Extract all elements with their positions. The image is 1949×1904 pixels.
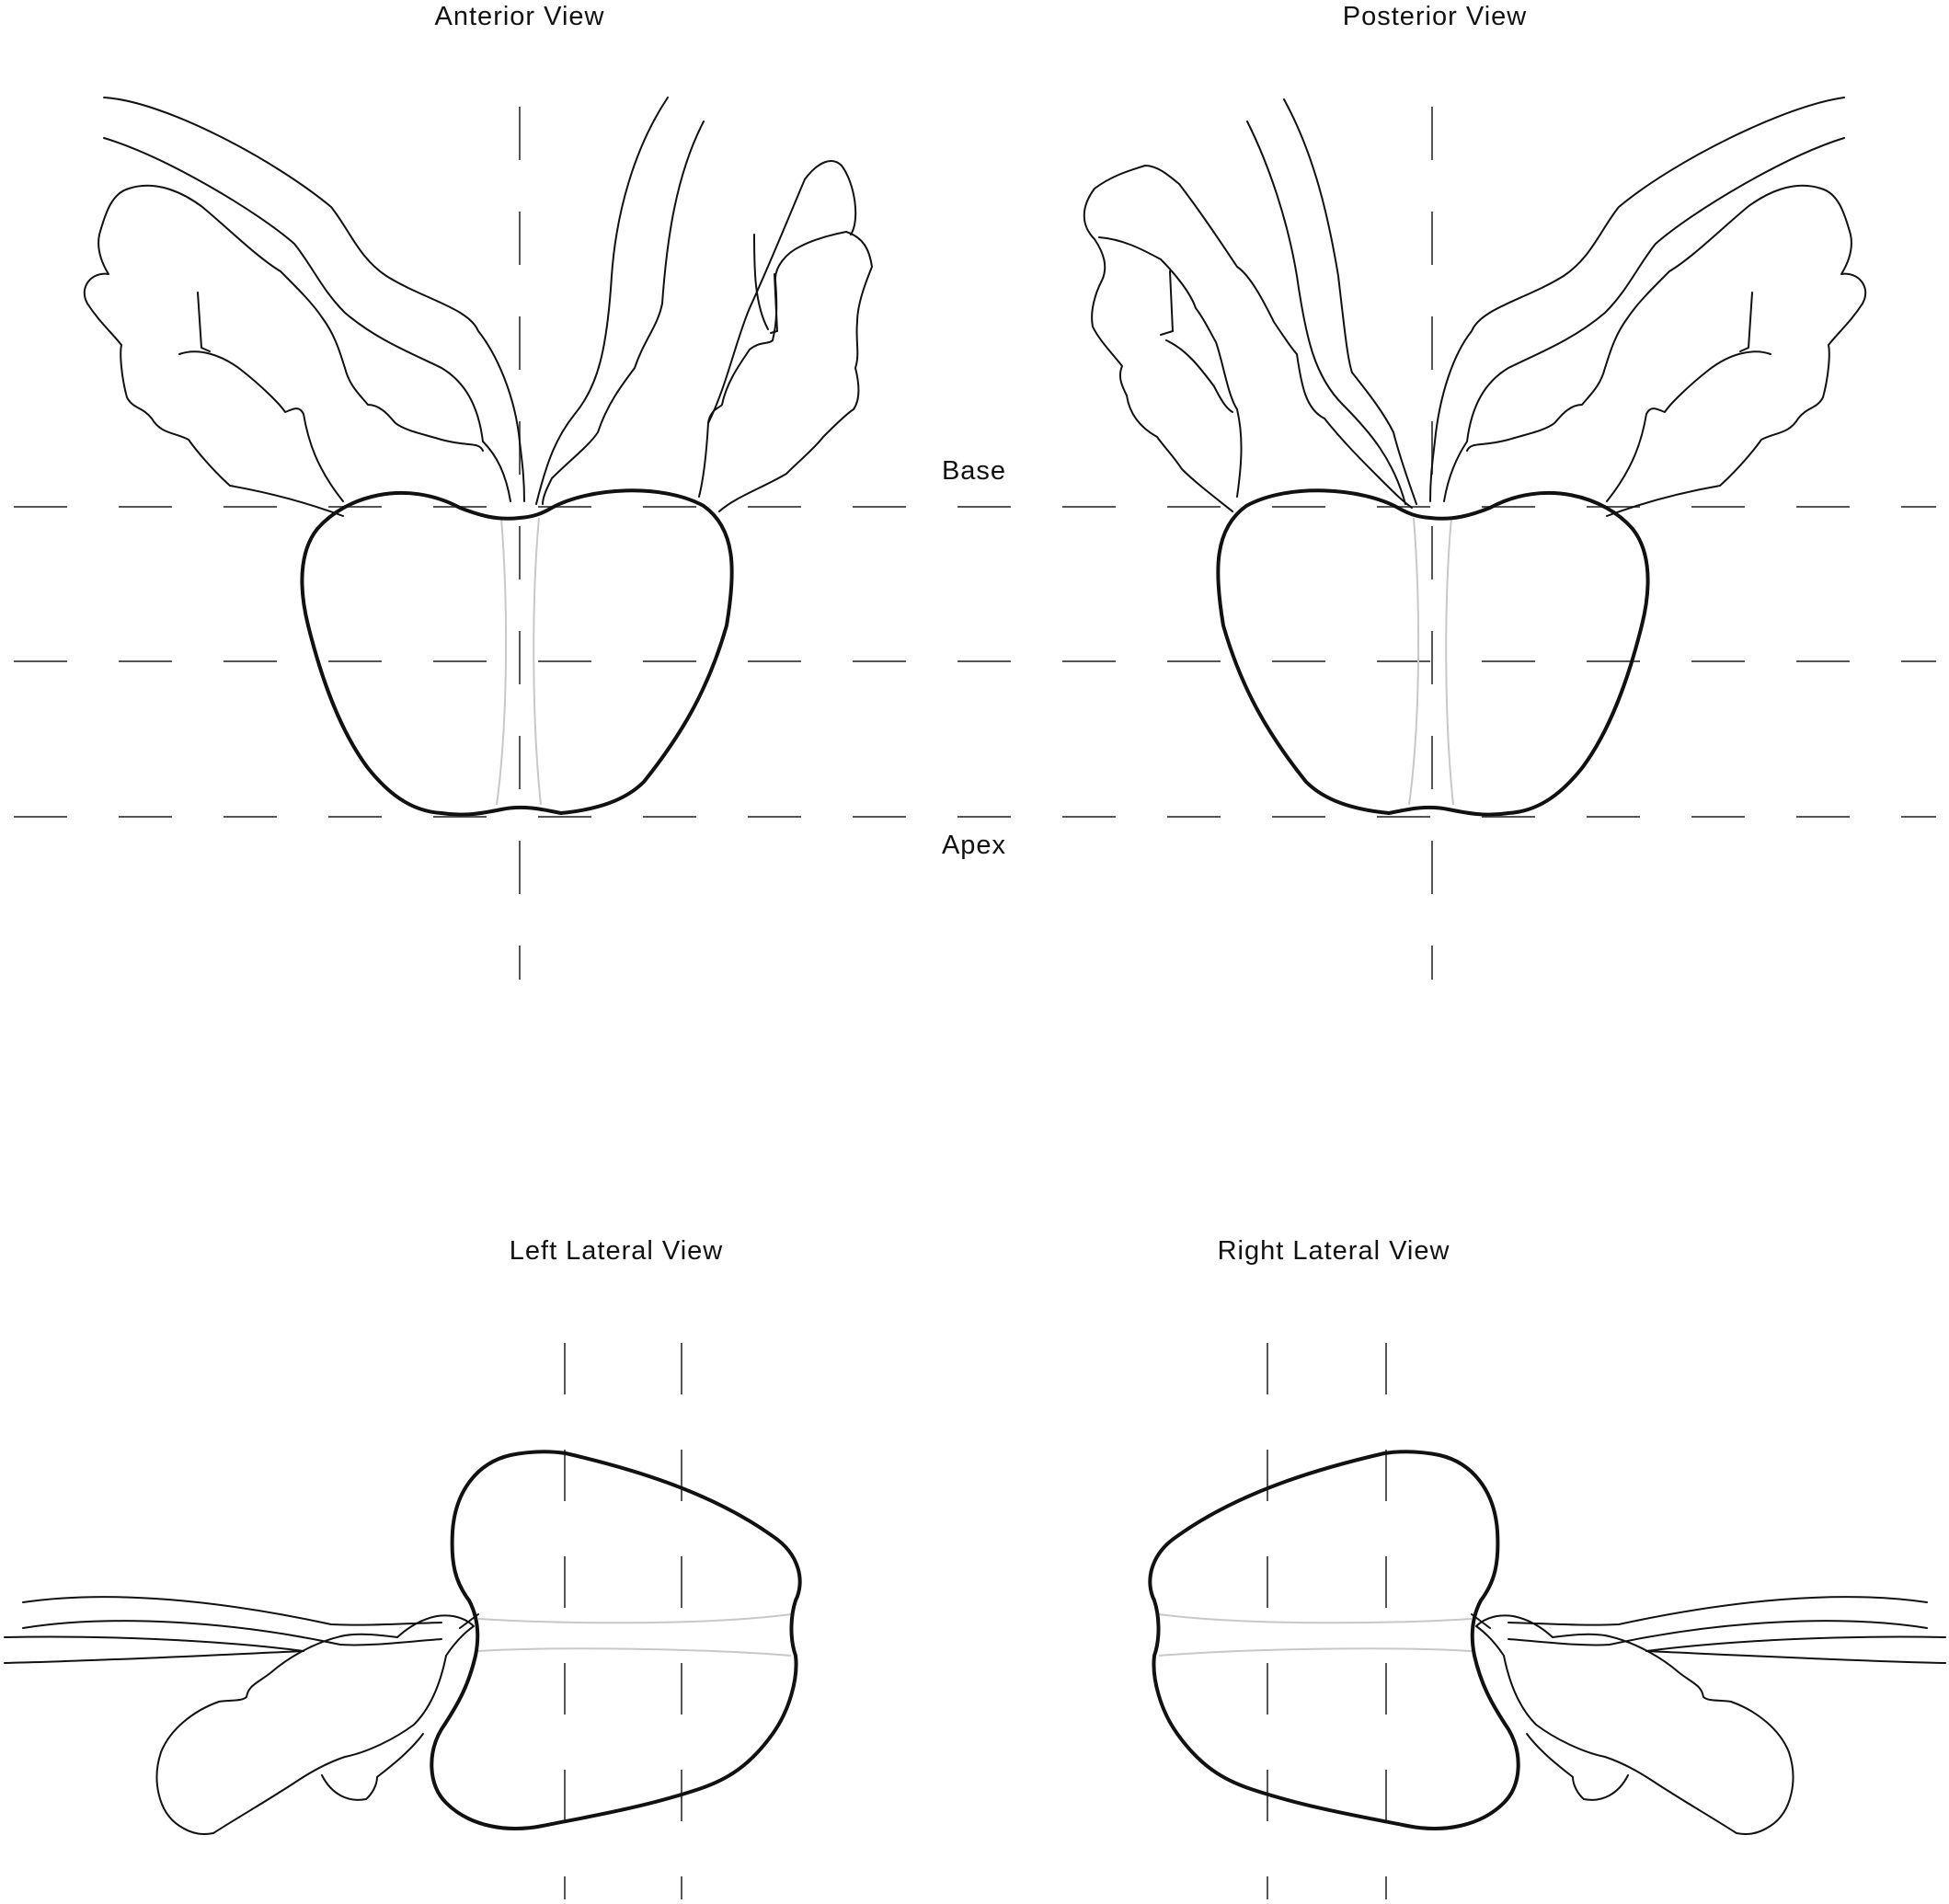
posterior-left-vas-deferens-outer [1246,120,1406,505]
left-lateral-vas-deferens-4 [4,1650,304,1664]
right-lateral-vas-deferens-3 [1645,1635,1946,1652]
left-lateral-seminal-vesicle [155,1614,475,1835]
right-lateral-view [1148,1343,1946,1899]
posterior-left-vas-deferens-inner [1283,98,1417,505]
base-label: Base [941,456,1007,486]
left-lateral-prostate-outline [430,1450,802,1830]
right-lateral-prostate-outline [1148,1450,1520,1830]
vertical-guides [519,107,1433,980]
left-lateral-vas-deferens-2 [22,1620,442,1646]
left-lateral-vesicle-lobe [321,1733,424,1801]
right-lateral-vas-deferens-2 [1508,1620,1928,1646]
horizontal-guides [14,506,1936,818]
posterior-view-title: Posterior View [1342,2,1528,31]
anterior-prostate-outline [300,488,734,817]
left-lateral-urethra-upper [477,1613,792,1624]
anterior-left-seminal-vesicle [83,184,484,517]
left-lateral-view [4,1343,802,1899]
posterior-left-vesicle-notch [1160,270,1174,336]
anterior-left-vesicle-fold [178,350,344,502]
posterior-urethra-right-wall [1445,517,1454,806]
right-lateral-urethra-lower [1158,1647,1473,1657]
apex-label: Apex [941,831,1007,860]
posterior-view [1083,97,1867,817]
posterior-right-vesicle-notch [1739,292,1753,352]
right-lateral-vas-deferens-4 [1645,1650,1946,1664]
anterior-urethra-left-wall [496,517,508,806]
anterior-left-vas-deferens-outer [103,97,525,502]
left-lateral-vas-deferens-1 [22,1596,442,1626]
anterior-right-vesicle-lobe [707,160,857,424]
right-lateral-vas-deferens-1 [1508,1596,1928,1626]
anterior-left-vas-deferens-inner [103,137,511,502]
right-lateral-seminal-vesicle [1475,1614,1794,1835]
posterior-right-vas-deferens-inner [1443,137,1845,502]
anterior-right-vas-deferens-outer [535,97,669,505]
posterior-left-seminal-vesicle [1083,165,1413,512]
anterior-right-vesicle-notch [770,273,778,334]
anterior-view [83,97,873,817]
posterior-right-vesicle-fold [1606,350,1771,502]
left-lateral-view-title: Left Lateral View [509,1236,724,1266]
anterior-right-vesicle-edge [753,234,769,330]
posterior-left-vesicle-fold [1098,236,1243,498]
right-lateral-vesicle-lobe [1526,1733,1629,1801]
posterior-right-seminal-vesicle [1466,184,1867,517]
anterior-view-title: Anterior View [434,2,605,31]
left-lateral-urethra-lower [477,1647,792,1657]
right-lateral-view-title: Right Lateral View [1217,1236,1450,1266]
left-lateral-vas-deferens-3 [4,1635,304,1652]
right-lateral-urethra-upper [1158,1613,1473,1624]
posterior-urethra-left-wall [1408,517,1420,806]
anterior-urethra-right-wall [533,517,542,806]
posterior-prostate-outline [1216,488,1650,817]
posterior-right-vas-deferens-outer [1429,97,1845,502]
anterior-left-vesicle-notch [197,292,211,352]
anterior-right-vas-deferens-inner [542,120,705,505]
posterior-left-vesicle-edge [1165,339,1233,413]
anterior-right-seminal-vesicle [698,231,873,512]
